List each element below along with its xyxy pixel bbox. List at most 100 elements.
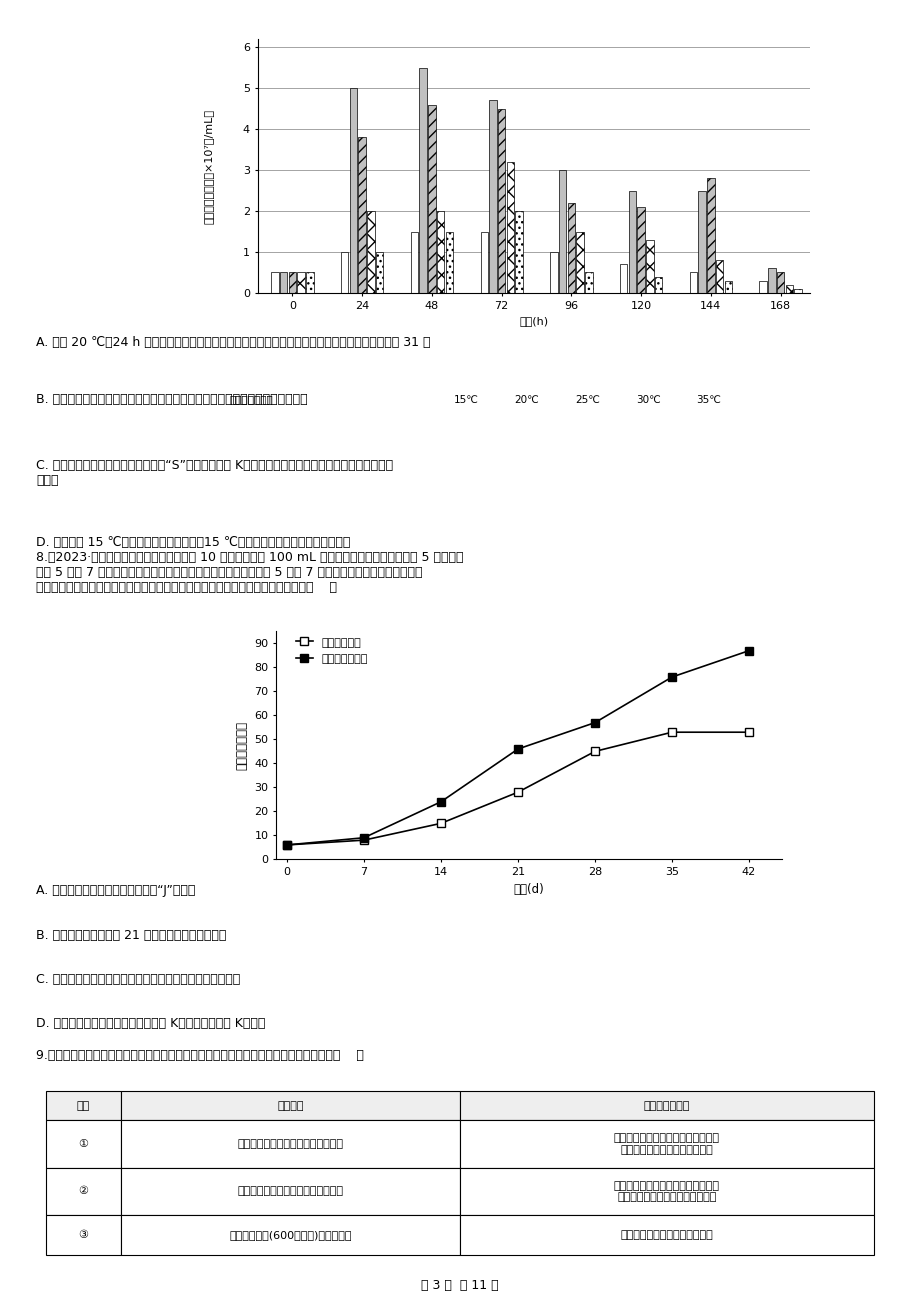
Bar [120,1120,460,1168]
Text: 调查高度近视(600度以上)在人群中的: 调查高度近视(600度以上)在人群中的 [229,1230,351,1240]
Text: D. 对未更换培养液组静置培养得到的 K値与摇床培养的 K値相同: D. 对未更换培养液组静置培养得到的 K値与摇床培养的 K値相同 [36,1017,266,1030]
Text: A. 依据 20 ℃、24 h 条件下酵母菌种群数量値，可推算所用血球计数板中格中酵母菌的数量平均为 31 个: A. 依据 20 ℃、24 h 条件下酵母菌种群数量値，可推算所用血球计数板中格… [36,336,430,349]
Bar [349,89,357,293]
X-axis label: 时间(d): 时间(d) [513,883,544,896]
Bar [567,203,574,293]
Bar [437,211,444,293]
Text: 30℃: 30℃ [635,395,660,405]
Bar [767,268,775,293]
Bar [306,272,313,293]
Bar [445,232,452,293]
Text: B. 温度是该实验的自变量，酵母菌菌种、酵母菌数量、培养液成分等为无关变量: B. 温度是该实验的自变量，酵母菌菌种、酵母菌数量、培养液成分等为无关变量 [36,393,308,405]
Line: 未更换培养液: 未更换培养液 [283,728,752,849]
Bar [120,1091,460,1120]
Bar [559,171,566,293]
Bar [46,1091,120,1120]
Bar [758,281,766,293]
Text: 获取数据的方法: 获取数据的方法 [643,1100,689,1111]
Bar [271,272,278,293]
Bar [689,272,697,293]
未更换培养液 [512,784,523,799]
Text: 探究培养液中酵母菌种群数量的变化: 探究培养液中酵母菌种群数量的变化 [237,1186,343,1197]
Y-axis label: 酵母菌种群密度（×10⁷个/mL）: 酵母菌种群密度（×10⁷个/mL） [203,108,213,224]
Bar [460,1168,873,1215]
FancyBboxPatch shape [660,387,690,413]
FancyBboxPatch shape [539,387,569,413]
FancyBboxPatch shape [478,387,508,413]
Bar [550,253,557,293]
未更换培养液 [281,837,292,853]
Bar [785,285,792,293]
Bar [289,272,296,293]
Text: 在数量足够大的人群中随机调查: 在数量足够大的人群中随机调查 [620,1230,712,1240]
Bar [776,272,783,293]
Text: 20℃: 20℃ [514,395,539,405]
Text: 9.（多选）数据统计和分析是许多实验的重要环节，下列实验中获取数据的方法合理的是（    ）: 9.（多选）数据统计和分析是许多实验的重要环节，下列实验中获取数据的方法合理的是… [36,1049,364,1062]
Bar [120,1168,460,1215]
Text: 25℃: 25℃ [574,395,599,405]
Bar [515,211,522,293]
Text: C. 培养瓶中的培养液主要为浮萍生长繁殖提供糖类等有机物: C. 培养瓶中的培养液主要为浮萍生长繁殖提供糖类等有机物 [36,973,240,986]
Text: D. 酵母菌在 15 ℃环境中存活的时间最长，15 ℃是酵母菌种群数量增长的最适温度: D. 酵母菌在 15 ℃环境中存活的时间最长，15 ℃是酵母菌种群数量增长的最适… [36,536,350,549]
Text: 8.（2023·江苏南通高三期末）科研人员取 10 个相同的装有 100 mL 培养液的锥形瓶，每瓶中加入 5 片浮萍，
其中 5 瓶每 7 天统计瓶中的浮萍数: 8.（2023·江苏南通高三期末）科研人员取 10 个相同的装有 100 mL … [36,551,463,594]
Text: 15℃: 15℃ [453,395,478,405]
Legend: 未更换培养液, 每周更换培养液: 未更换培养液, 每周更换培养液 [291,633,372,668]
Text: 实验内容: 实验内容 [277,1100,303,1111]
Bar [427,104,436,293]
Text: 第 3 页  共 11 页: 第 3 页 共 11 页 [421,1279,498,1292]
每周更换培养液 [743,643,754,659]
Text: ②: ② [78,1186,88,1197]
Text: C. 酵母菌种群数量变化过程中出现了“S”型增长，达到 K値后稳定时间的长短与培养液中营养物质的含
量有关: C. 酵母菌种群数量变化过程中出现了“S”型增长，达到 K値后稳定时间的长短与培… [36,460,393,487]
Bar [460,1215,873,1255]
Text: 摇匀后抽取少量培养物，适当稀释，
用台盼蓝染色，血细胞计数板计数: 摇匀后抽取少量培养物，适当稀释， 用台盼蓝染色，血细胞计数板计数 [613,1181,720,1202]
每周更换培养液 [435,794,446,810]
Text: B. 未更换培养液组在第 21 天左右种群增长速率最大: B. 未更换培养液组在第 21 天左右种群增长速率最大 [36,928,226,941]
Bar [715,260,722,293]
Bar [46,1168,120,1215]
每周更换培养液 [512,741,523,756]
Line: 每周更换培养液: 每周更换培养液 [283,647,752,849]
Bar [489,100,496,293]
Bar [584,272,592,293]
Bar [46,1120,120,1168]
未更换培养液 [589,743,600,759]
Bar [619,264,627,293]
Text: 使用标志重捕法，尽量不影响标记动
物正常活动，个体标记后即释放: 使用标志重捕法，尽量不影响标记动 物正常活动，个体标记后即释放 [613,1133,720,1155]
Bar [419,68,426,293]
Bar [460,1120,873,1168]
未更换培养液 [665,724,676,740]
Bar [411,232,418,293]
Bar [698,190,705,293]
X-axis label: 时间(h): 时间(h) [518,316,548,326]
Text: 35℃: 35℃ [696,395,720,405]
未更换培养液 [743,724,754,740]
Bar [654,276,662,293]
Text: ①: ① [78,1139,88,1148]
Text: 编号: 编号 [76,1100,90,1111]
Bar [497,108,505,293]
每周更换培养液 [589,715,600,730]
Bar [575,232,584,293]
Bar [358,137,366,293]
Bar [724,281,732,293]
Bar [460,1091,873,1120]
Bar [120,1215,460,1255]
Bar [297,272,304,293]
Text: A. 每周更换培养液组的浮萍种群呈“J”型增长: A. 每周更换培养液组的浮萍种群呈“J”型增长 [36,884,196,897]
Bar [645,240,652,293]
Text: 调查某自然保护区灰喜鹊的种群密度: 调查某自然保护区灰喜鹊的种群密度 [237,1139,343,1148]
未更换培养液 [435,815,446,831]
Bar [637,207,644,293]
Bar [341,253,348,293]
Bar [46,1215,120,1255]
Text: 从左到右依次为: 从左到右依次为 [230,395,274,405]
FancyBboxPatch shape [599,387,630,413]
Bar [506,161,514,293]
每周更换培养液 [281,837,292,853]
Bar [376,253,383,293]
Text: ③: ③ [78,1230,88,1240]
Bar [793,289,800,293]
Bar [628,190,635,293]
每周更换培养液 [665,669,676,685]
Bar [367,211,374,293]
